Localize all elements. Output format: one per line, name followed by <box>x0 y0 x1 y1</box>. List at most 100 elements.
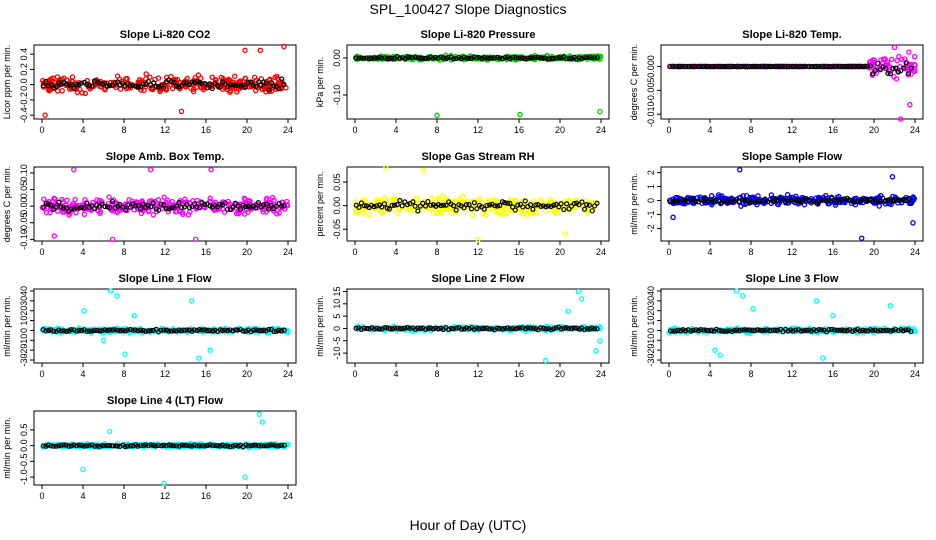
overlay-point <box>782 63 789 70</box>
overlay-point <box>558 201 564 207</box>
overlay-point <box>900 328 906 334</box>
data-point <box>135 199 141 206</box>
overlay-point <box>209 85 215 92</box>
overlay-point <box>798 328 804 334</box>
overlay-point <box>492 203 498 209</box>
y-tick-label: 5 <box>332 314 342 319</box>
overlay-point <box>168 205 175 211</box>
overlay-point <box>204 85 211 91</box>
overlay-point <box>446 326 452 332</box>
overlay-point <box>900 197 907 203</box>
x-tick-label: 24 <box>596 247 606 257</box>
overlay-point <box>724 198 730 204</box>
overlay-point <box>179 442 185 448</box>
overlay-point <box>540 55 546 61</box>
overlay-point <box>548 55 554 62</box>
overlay-point <box>844 327 850 334</box>
overlay-point <box>537 325 544 331</box>
overlay-point <box>705 63 712 70</box>
y-tick-label: 40 <box>19 286 29 296</box>
overlay-point <box>56 327 62 333</box>
data-point <box>889 174 896 180</box>
overlay-point <box>276 443 282 449</box>
y-tick-label: -2 <box>646 224 656 232</box>
overlay-point <box>522 56 528 62</box>
overlay-point <box>504 200 511 206</box>
overlay-point <box>156 207 162 213</box>
overlay-point <box>703 196 709 202</box>
figure-title: SPL_100427 Slope Diagnostics <box>369 1 567 17</box>
overlay-point <box>130 82 136 88</box>
overlay-point <box>543 326 549 332</box>
data-point <box>740 293 746 299</box>
overlay-point <box>91 327 98 334</box>
overlay-point <box>705 199 712 205</box>
overlay-point <box>533 202 539 208</box>
overlay-point <box>145 202 151 209</box>
overlay-point <box>127 443 134 449</box>
overlay-point <box>196 443 203 449</box>
overlay-point <box>155 442 161 449</box>
overlay-point <box>685 327 691 333</box>
overlay-point <box>785 198 791 204</box>
overlay-point <box>568 325 575 331</box>
x-tick-label: 16 <box>201 125 211 135</box>
overlay-point <box>701 327 707 333</box>
overlay-point <box>427 325 434 331</box>
overlay-point <box>238 206 244 213</box>
panel-title: Slope Li-820 CO2 <box>120 29 210 41</box>
overlay-point <box>589 55 595 61</box>
overlay-point <box>906 70 912 77</box>
data-point <box>147 74 153 80</box>
overlay-point <box>680 197 686 203</box>
data-point <box>171 82 177 88</box>
y-tick-label: 0.10 <box>19 164 29 182</box>
overlay-point <box>494 203 500 209</box>
y-axis-label: degrees C per min. <box>629 44 639 121</box>
overlay-point <box>163 205 169 212</box>
overlay-point <box>417 55 424 61</box>
overlay-point <box>734 63 740 70</box>
x-tick-label: 12 <box>473 247 483 257</box>
overlay-point <box>594 54 600 61</box>
overlay-point <box>399 203 405 209</box>
overlay-point <box>66 443 72 449</box>
overlay-point <box>816 327 822 333</box>
data-point <box>131 312 137 319</box>
data-point <box>138 210 145 217</box>
overlay-point <box>731 63 737 70</box>
overlay-point <box>417 325 424 331</box>
overlay-point <box>43 328 49 334</box>
overlay-point <box>744 63 750 70</box>
data-point <box>439 192 446 199</box>
data-point <box>894 57 900 64</box>
data-point <box>276 210 282 216</box>
overlay-point <box>86 82 92 88</box>
y-tick-label: 0.2 <box>19 63 29 76</box>
data-point <box>270 208 277 214</box>
overlay-point <box>836 327 843 333</box>
x-tick-label: 4 <box>80 125 85 135</box>
overlay-point <box>762 327 768 333</box>
data-point <box>470 205 477 212</box>
overlay-point <box>895 327 902 334</box>
overlay-point <box>176 199 182 206</box>
overlay-point <box>471 326 477 332</box>
data-point <box>208 166 214 173</box>
overlay-point <box>356 325 362 331</box>
overlay-point <box>836 63 842 70</box>
overlay-point <box>432 325 439 331</box>
panel-title: Slope Li-820 Temp. <box>742 29 841 41</box>
overlay-point <box>795 327 802 333</box>
overlay-point <box>489 326 495 332</box>
overlay-point <box>422 55 429 61</box>
x-tick-label: 4 <box>707 125 712 135</box>
overlay-point <box>74 443 80 449</box>
overlay-point <box>150 200 156 206</box>
overlay-point <box>831 63 837 70</box>
y-tick-label: 0.00 <box>332 197 342 215</box>
overlay-point <box>806 327 812 333</box>
x-tick-label: 12 <box>160 491 170 501</box>
overlay-point <box>675 198 681 204</box>
overlay-point <box>688 63 694 70</box>
